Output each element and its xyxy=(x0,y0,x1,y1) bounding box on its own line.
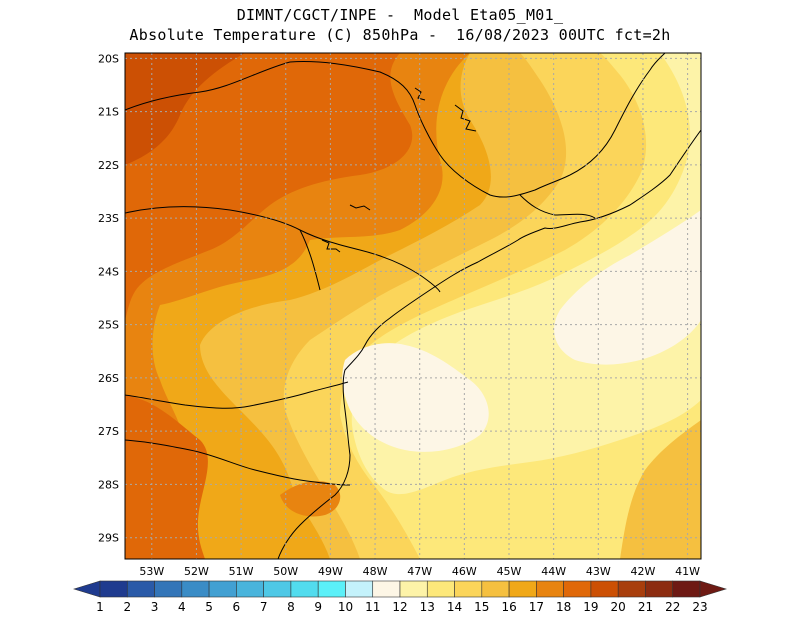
reservoir-3 xyxy=(349,204,371,211)
reservoir-4 xyxy=(321,239,341,253)
colorbar-label: 1 xyxy=(96,600,104,614)
lat-label: 23S xyxy=(98,212,119,225)
state-border-pr-sc xyxy=(125,381,349,409)
colorbar-segment xyxy=(590,580,619,598)
graticule xyxy=(125,53,701,559)
colorbar-label: 21 xyxy=(638,600,653,614)
colorbar-segment xyxy=(126,580,155,598)
colorbar-label: 14 xyxy=(447,600,462,614)
state-border-ms-pr xyxy=(125,206,321,291)
zone-t18-coast xyxy=(280,481,341,517)
temperature-field xyxy=(125,53,701,559)
lat-label: 25S xyxy=(98,319,119,332)
colorbar-label: 8 xyxy=(287,600,295,614)
map-frame xyxy=(124,52,702,560)
colorbar-low-arrow xyxy=(72,580,101,598)
colorbar-label: 13 xyxy=(420,600,435,614)
colorbar-segment xyxy=(617,580,646,598)
colorbar-segment xyxy=(372,580,401,598)
lon-label: 48W xyxy=(363,565,388,578)
colorbar-segment xyxy=(426,580,455,598)
colorbar-label: 11 xyxy=(365,600,380,614)
lon-label: 45W xyxy=(497,565,522,578)
boundaries xyxy=(125,53,701,559)
longitude-labels: 53W 52W 51W 50W 49W 48W 47W 46W 45W 44W 43W 42W 41W xyxy=(139,565,700,578)
colorbar-segment xyxy=(99,580,128,598)
lon-label: 53W xyxy=(139,565,164,578)
colorbar-segment xyxy=(481,580,510,598)
colorbar-segment xyxy=(508,580,537,598)
colorbar-label: 16 xyxy=(501,600,516,614)
state-border-rj xyxy=(519,194,596,219)
lat-label: 20S xyxy=(98,52,119,65)
colorbar-label: 9 xyxy=(314,600,322,614)
lat-label: 26S xyxy=(98,372,119,385)
lon-label: 52W xyxy=(184,565,209,578)
state-border-sc-rs xyxy=(125,439,351,486)
colorbar-label: 2 xyxy=(123,600,131,614)
colorbar-label: 18 xyxy=(556,600,571,614)
colorbar xyxy=(72,580,728,598)
colorbar-label: 10 xyxy=(338,600,353,614)
colorbar-segment xyxy=(399,580,428,598)
zone-t12-west xyxy=(342,343,489,452)
latitude-labels: 20S 21S 22S 23S 24S 25S 26S 27S 28S 29S xyxy=(98,52,119,544)
colorbar-label: 6 xyxy=(233,600,241,614)
colorbar-segment xyxy=(317,580,346,598)
lat-label: 22S xyxy=(98,159,119,172)
colorbar-segment xyxy=(208,580,237,598)
colorbar-segment xyxy=(154,580,183,598)
lon-label: 49W xyxy=(318,565,343,578)
colorbar-label: 5 xyxy=(205,600,213,614)
reservoir-2 xyxy=(454,104,477,132)
lon-label: 42W xyxy=(631,565,656,578)
colorbar-segment xyxy=(263,580,292,598)
lon-label: 47W xyxy=(407,565,432,578)
colorbar-label: 4 xyxy=(178,600,186,614)
colorbar-label: 20 xyxy=(611,600,626,614)
colorbar-segment xyxy=(236,580,264,598)
lon-label: 44W xyxy=(541,565,566,578)
lat-label: 28S xyxy=(98,478,119,491)
colorbar-segment xyxy=(563,580,592,598)
colorbar-labels: 1 2 3 4 5 6 7 8 9 10 11 12 13 14 15 16 17 18 19 20 21 22 23 xyxy=(96,600,707,614)
state-border-mg-es xyxy=(569,53,666,176)
state-border-sp-mg xyxy=(125,61,571,198)
zone-t12-east xyxy=(554,210,701,365)
zone-t16-south-east xyxy=(620,420,701,559)
zone-t19-south xyxy=(125,395,208,559)
lon-label: 50W xyxy=(273,565,298,578)
colorbar-label: 12 xyxy=(392,600,407,614)
colorbar-segment xyxy=(181,580,210,598)
colorbar-high-arrow xyxy=(699,580,728,598)
chart-title: DIMNT/CGCT/INPE - Model Eta05_M01_ xyxy=(236,6,564,24)
lat-label: 24S xyxy=(98,265,119,278)
lat-label: 27S xyxy=(98,425,119,438)
colorbar-segment xyxy=(454,580,483,598)
lon-label: 43W xyxy=(586,565,611,578)
lat-label: 21S xyxy=(98,106,119,119)
colorbar-segment xyxy=(672,580,701,598)
colorbar-label: 17 xyxy=(529,600,544,614)
lon-label: 41W xyxy=(675,565,700,578)
colorbar-label: 23 xyxy=(692,600,707,614)
colorbar-label: 19 xyxy=(583,600,598,614)
lat-label: 29S xyxy=(98,532,119,545)
colorbar-label: 22 xyxy=(665,600,680,614)
colorbar-segment xyxy=(536,580,564,598)
colorbar-label: 15 xyxy=(474,600,489,614)
lon-label: 51W xyxy=(229,565,254,578)
coastline xyxy=(277,129,701,559)
colorbar-label: 3 xyxy=(151,600,159,614)
colorbar-segment xyxy=(290,580,319,598)
chart-subtitle: Absolute Temperature (C) 850hPa - 16/08/… xyxy=(129,26,671,44)
colorbar-segment xyxy=(345,580,374,598)
state-border-sp-pr xyxy=(299,229,441,293)
zone-t20 xyxy=(125,53,245,165)
lon-label: 46W xyxy=(452,565,477,578)
colorbar-segment xyxy=(645,580,674,598)
colorbar-label: 7 xyxy=(260,600,268,614)
